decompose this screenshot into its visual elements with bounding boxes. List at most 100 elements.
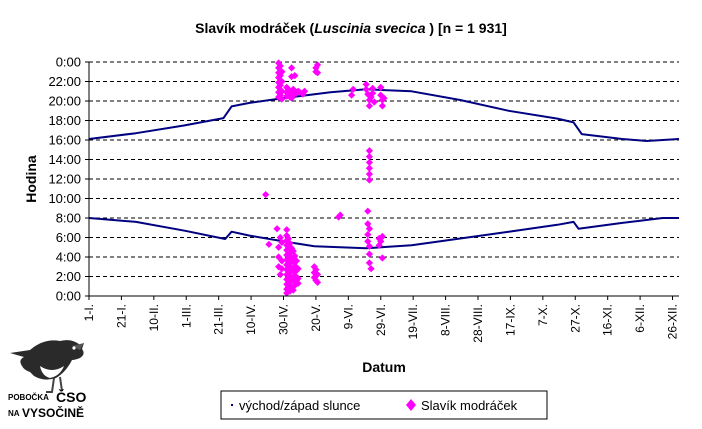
bird-point [291, 281, 299, 289]
bird-point [278, 265, 286, 273]
bird-point [288, 283, 296, 291]
bird-point [365, 170, 374, 178]
y-tick-label: 20:00 [48, 94, 81, 109]
bird-point [278, 77, 286, 86]
y-tick-label: 22:00 [48, 74, 81, 89]
bird-point [262, 191, 270, 199]
bird-point [278, 87, 286, 95]
bird-point [275, 69, 283, 77]
logo-text-na: NA [8, 409, 20, 418]
x-axis-title: Datum [362, 359, 406, 375]
bird-point [365, 96, 374, 104]
y-tick-label: 8:00 [56, 211, 81, 226]
bird-point [291, 271, 299, 280]
bird-point [378, 232, 386, 241]
bird-point [278, 68, 286, 76]
bird-point [273, 225, 281, 233]
y-tick-label: 6:00 [56, 230, 81, 245]
bird-point [275, 243, 283, 251]
bird-point [278, 257, 286, 265]
bird-point [278, 95, 286, 103]
y-tick-label: 10:00 [48, 191, 81, 206]
y-axis-ticks: 0:00 2:00 4:00 6:00 8:00 10:00 12:00 14:00 16:00… [48, 55, 89, 304]
bird-point [365, 152, 374, 161]
sunrise-line [88, 217, 679, 250]
bird-point [365, 158, 374, 167]
bird-point [276, 270, 284, 279]
x-tick-label: 17-IX. [503, 304, 517, 336]
bird-point [310, 273, 318, 282]
bird-point [288, 244, 296, 252]
bird-point [291, 262, 299, 270]
x-tick-label: 26-XII. [666, 304, 680, 339]
bird-point [310, 269, 318, 277]
x-tick-label: 1-I. [82, 304, 96, 321]
legend-box [220, 390, 548, 420]
y-tick-label: 0:00 [56, 289, 81, 304]
bird-point [375, 241, 383, 249]
bird-point [364, 90, 372, 98]
bird-point [362, 80, 370, 89]
bird-point [291, 252, 299, 260]
x-axis-ticks: 1-I. 21-I. 10-II. 1-III. 21-III. 10-IV. 30-IV.… [82, 296, 680, 343]
x-tick-label: 28-VIII. [471, 304, 485, 343]
y-tick-label: 14:00 [48, 152, 81, 167]
bird-point [365, 164, 374, 172]
bird-point [369, 84, 377, 92]
plot-area: 0:00 2:00 4:00 6:00 8:00 10:00 12:00 14:00 16:00… [48, 55, 679, 343]
legend-sun-label: východ/západ slunce [239, 398, 360, 413]
x-tick-label: 21-I. [114, 304, 128, 328]
x-tick-label: 21-III. [212, 304, 226, 335]
bird-point [313, 278, 322, 286]
bird-points [262, 59, 388, 297]
bird-point [312, 266, 320, 274]
bird-point [364, 207, 372, 215]
bird-point [365, 102, 374, 110]
bird-logo-icon [10, 340, 84, 393]
bird-point [377, 83, 385, 91]
bird-point [365, 250, 374, 258]
bird-point [275, 88, 283, 96]
bird-point [336, 211, 344, 219]
bird-point [283, 226, 291, 234]
bird-point [370, 98, 378, 106]
logo-text-vysocine: VYSOČINĚ [22, 405, 84, 420]
bird-point [284, 234, 292, 243]
y-tick-label: 0:00 [56, 55, 81, 70]
bird-point [349, 85, 357, 93]
cso-logo: POBOČKA ČSO NA VYSOČINĚ [8, 340, 86, 420]
bird-point [294, 279, 302, 287]
bird-point [288, 73, 296, 81]
bird-point [375, 234, 383, 243]
bird-point [367, 265, 375, 273]
x-tick-label: 16-XI. [601, 304, 615, 336]
x-tick-label: 8-VIII. [439, 304, 453, 336]
bird-point [288, 273, 296, 282]
logo-text-pobocka: POBOČKA [8, 393, 49, 402]
x-tick-label: 10-II. [147, 304, 161, 331]
y-axis-title: Hodina [23, 155, 39, 203]
logo-text-cso: ČSO [56, 388, 86, 405]
x-tick-label: 7-X. [536, 304, 550, 326]
y-tick-label: 2:00 [56, 269, 81, 284]
bird-point [288, 264, 296, 272]
bird-point [364, 237, 372, 245]
x-tick-label: 19-VII. [406, 304, 420, 339]
bird-point [313, 61, 322, 69]
bird-point [364, 230, 372, 239]
sun-lines [88, 88, 680, 250]
x-tick-label: 30-IV. [277, 304, 291, 335]
y-tick-label: 16:00 [48, 133, 81, 148]
bird-point [380, 94, 388, 102]
bird-point [300, 87, 309, 95]
x-tick-label: 20-V. [309, 304, 323, 332]
bird-point [365, 176, 374, 184]
x-tick-label: 29-VI. [374, 304, 388, 336]
bird-point [365, 225, 374, 233]
bird-point [294, 265, 302, 273]
chart-title: Slavík modráček (Luscinia svecica ) [n =… [195, 20, 507, 36]
bird-point [364, 220, 372, 228]
bird-point [288, 254, 296, 262]
